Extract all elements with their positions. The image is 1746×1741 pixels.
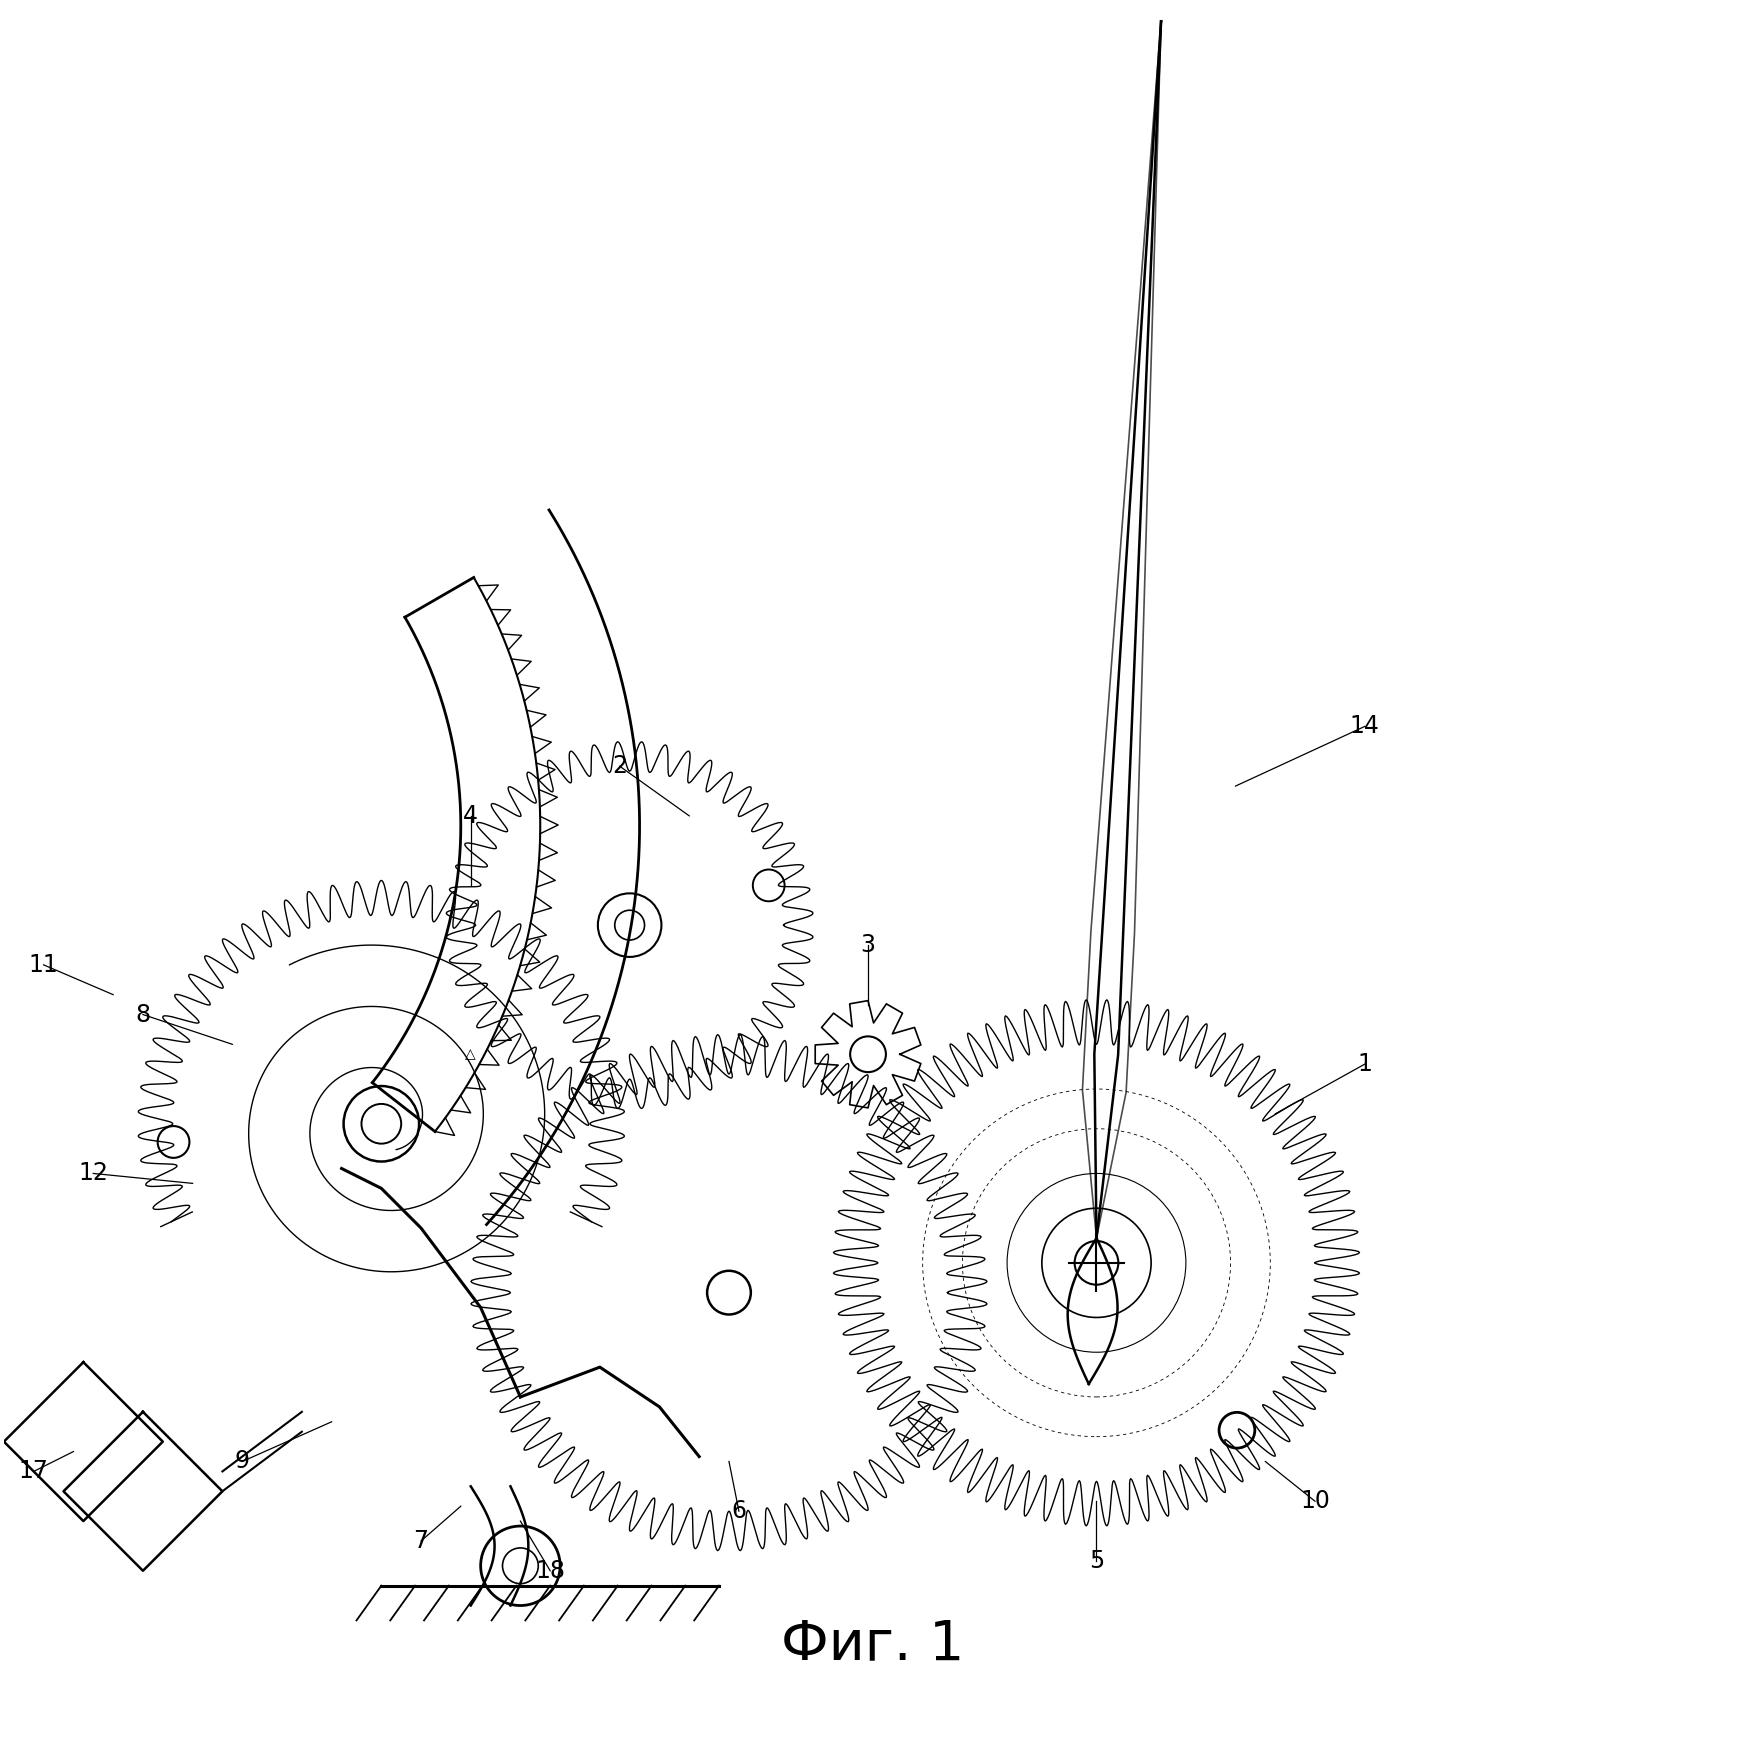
Circle shape <box>480 1527 560 1605</box>
Text: 1: 1 <box>1357 1052 1372 1076</box>
Circle shape <box>707 1271 751 1314</box>
Text: 18: 18 <box>536 1558 566 1583</box>
Text: 11: 11 <box>28 952 59 977</box>
Text: 8: 8 <box>136 1003 150 1027</box>
Text: 6: 6 <box>732 1499 746 1523</box>
Text: 17: 17 <box>19 1459 49 1483</box>
Text: 2: 2 <box>613 754 627 778</box>
Circle shape <box>850 1036 885 1072</box>
Text: 4: 4 <box>463 804 478 829</box>
Text: Фиг. 1: Фиг. 1 <box>780 1617 966 1671</box>
Text: △: △ <box>466 1048 477 1062</box>
Text: 14: 14 <box>1350 714 1379 738</box>
Circle shape <box>615 911 644 940</box>
Circle shape <box>361 1104 402 1144</box>
Text: 9: 9 <box>234 1450 250 1473</box>
Text: 10: 10 <box>1301 1489 1330 1513</box>
Text: 7: 7 <box>414 1529 428 1553</box>
Circle shape <box>157 1126 189 1158</box>
Circle shape <box>753 869 784 902</box>
Text: 3: 3 <box>861 933 875 958</box>
Text: 5: 5 <box>1090 1549 1103 1572</box>
Circle shape <box>1219 1412 1255 1449</box>
Text: 12: 12 <box>79 1161 108 1186</box>
